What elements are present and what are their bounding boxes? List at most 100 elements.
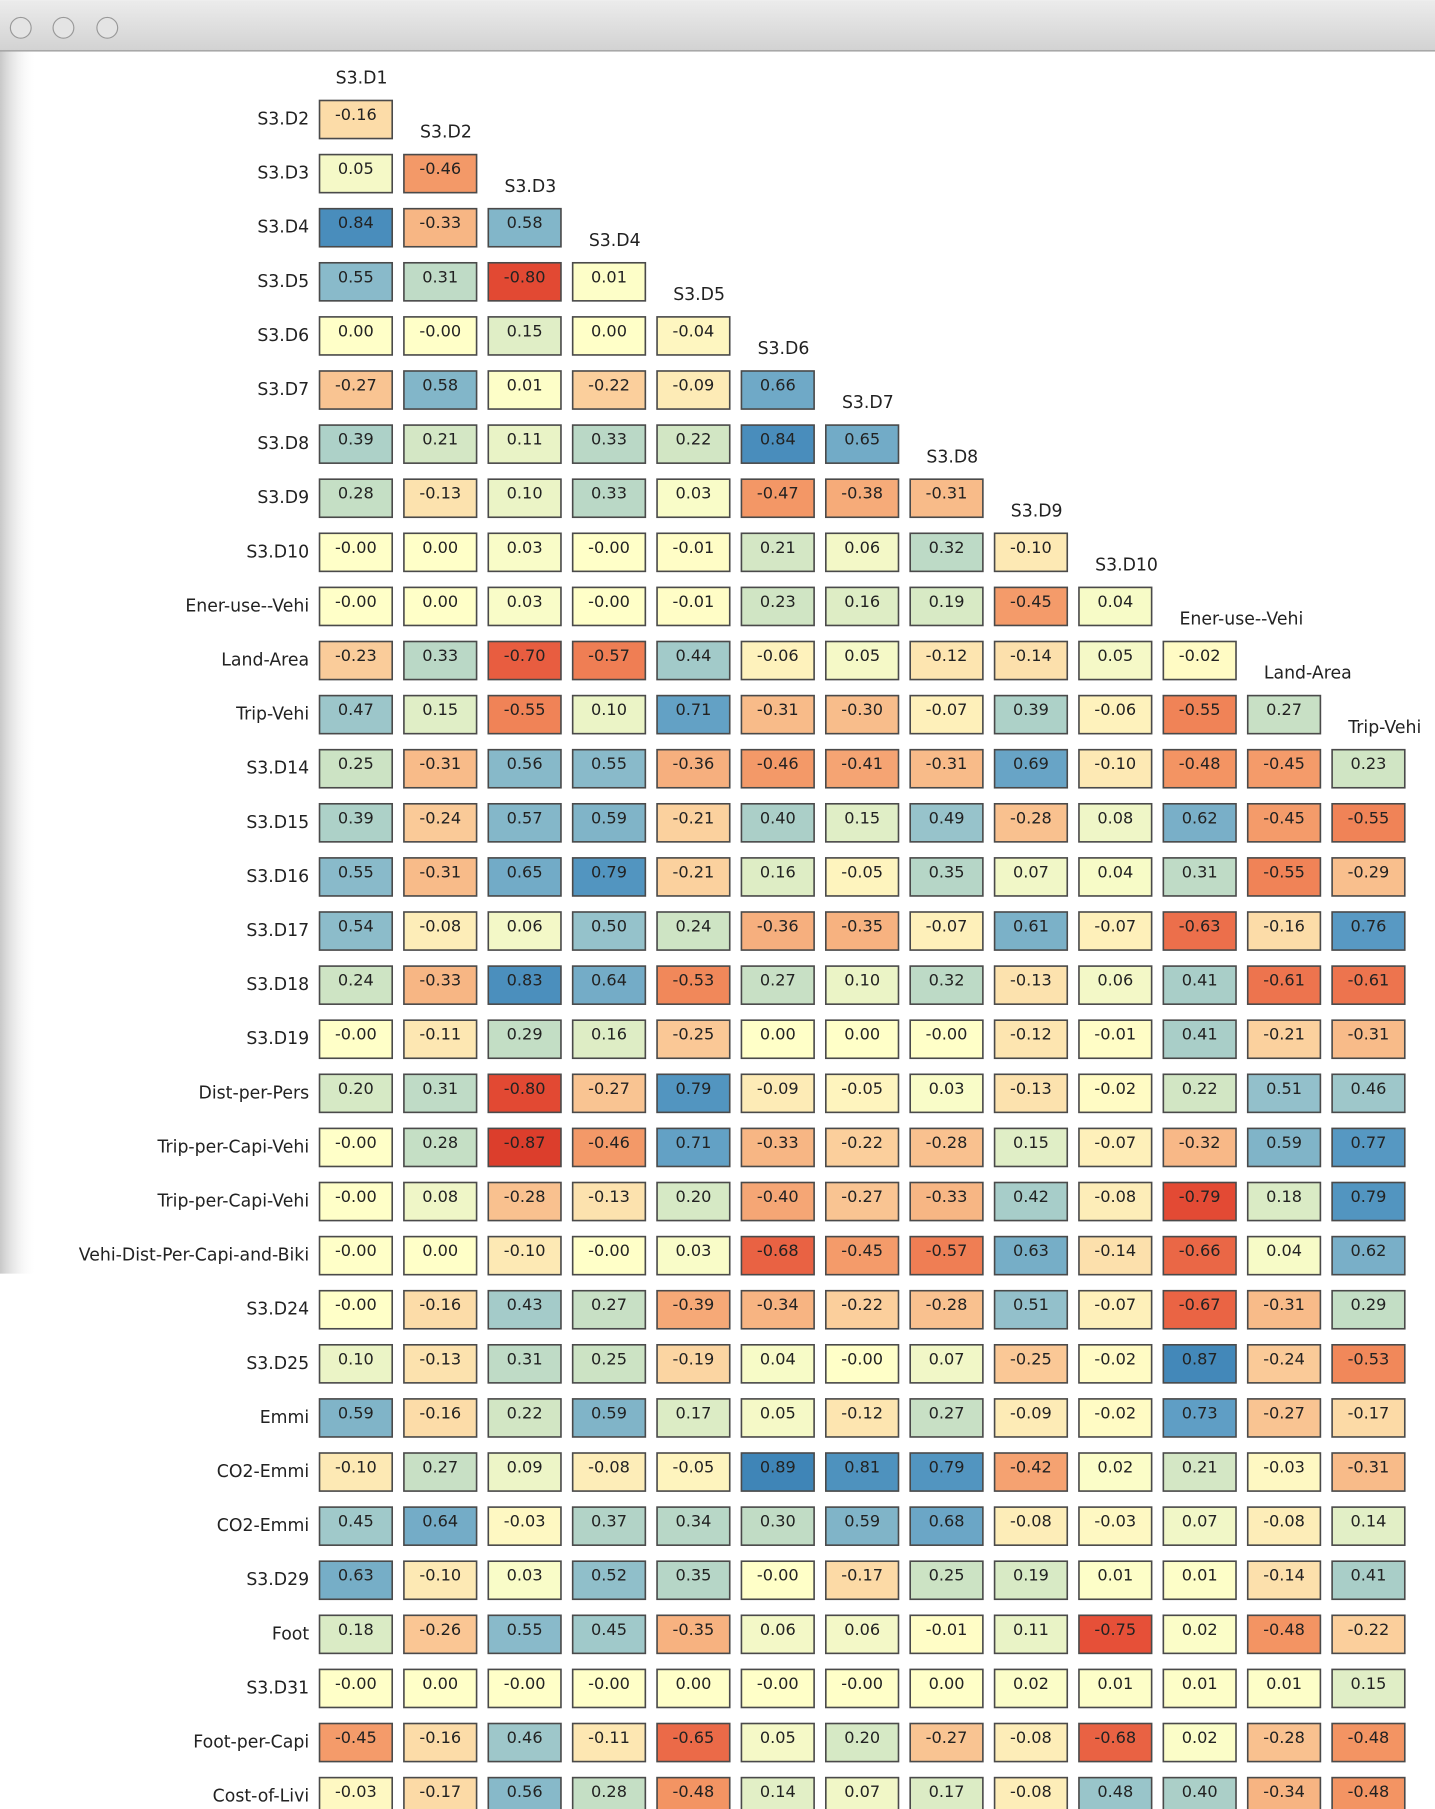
cell-label: -0.21 — [673, 808, 715, 827]
cell-label: 0.59 — [844, 1512, 880, 1531]
cell-label: 0.31 — [422, 1079, 458, 1098]
cell-label: 0.27 — [929, 1403, 965, 1422]
cell-label: -0.45 — [841, 1241, 883, 1260]
cell-label: -0.08 — [588, 1458, 630, 1477]
cell — [487, 261, 562, 302]
cell — [571, 748, 647, 789]
cell-label: 0.01 — [1266, 1674, 1302, 1693]
cell-label: 0.35 — [675, 1566, 711, 1585]
cell — [740, 370, 815, 410]
cell — [1162, 1073, 1237, 1114]
row-label: S3.D5 — [257, 272, 309, 292]
cell-label: 0.61 — [1013, 916, 1049, 935]
minimize-button[interactable] — [52, 16, 75, 39]
cell-label: 0.69 — [1013, 754, 1049, 773]
cell — [1331, 1722, 1406, 1763]
cell-label: 0.06 — [760, 1620, 796, 1639]
cell — [656, 586, 731, 627]
cell — [740, 1127, 815, 1168]
row-label: CO2-Emmi — [217, 1462, 309, 1482]
cell-label: -0.45 — [1263, 808, 1305, 827]
cell-label: 0.16 — [760, 862, 796, 881]
cell — [403, 1506, 478, 1546]
cell — [1162, 1181, 1237, 1222]
cell-label: -0.24 — [419, 808, 461, 827]
cell-label: -0.65 — [673, 1728, 715, 1747]
cell-label: -0.34 — [1263, 1782, 1305, 1801]
cell-label: 0.55 — [507, 1620, 543, 1639]
cell — [403, 911, 478, 951]
cell-label: -0.16 — [1263, 916, 1305, 935]
cell — [825, 911, 900, 951]
cell-label: 0.59 — [1266, 1133, 1302, 1152]
cell-label: 0.07 — [929, 1349, 965, 1368]
cell — [318, 207, 394, 248]
cell — [571, 1614, 647, 1655]
cell-label: -0.29 — [1348, 862, 1390, 881]
cell-label: 0.51 — [1266, 1079, 1302, 1098]
cell — [1078, 1398, 1153, 1438]
cell — [1246, 857, 1322, 897]
cell — [571, 1127, 647, 1168]
cell-label: -0.33 — [757, 1133, 799, 1152]
cell — [993, 748, 1069, 789]
cell — [487, 748, 562, 789]
cell-label: -0.53 — [673, 971, 715, 990]
cell — [318, 965, 394, 1005]
cell-label: -0.05 — [841, 862, 883, 881]
column-label: S3.D9 — [1011, 501, 1063, 521]
cell — [993, 640, 1069, 681]
cell-label: 0.45 — [591, 1620, 627, 1639]
cell-label: 0.03 — [507, 592, 543, 611]
cell — [1331, 965, 1406, 1005]
cell — [318, 1452, 394, 1492]
close-button[interactable] — [9, 16, 32, 39]
cell-label: 0.52 — [591, 1566, 627, 1585]
cell-label: -0.45 — [1010, 592, 1052, 611]
cell — [1078, 911, 1153, 951]
cell-label: 0.20 — [844, 1728, 880, 1747]
correlation-matrix: S3.D1 S3.D2 S3.D3 S3.D4 S3.D5 S3.D6 S3.D7 S3.D8… — [79, 69, 1421, 1809]
cell — [1331, 1343, 1406, 1384]
cell-label: 0.79 — [929, 1458, 965, 1477]
cell-label: 0.73 — [1182, 1403, 1218, 1422]
cell — [318, 1560, 394, 1601]
cell — [487, 370, 562, 410]
cell — [740, 532, 815, 573]
row-label: S3.D16 — [246, 867, 309, 887]
cell — [318, 640, 394, 681]
cell-label: 0.07 — [1182, 1512, 1218, 1531]
cell — [909, 1181, 984, 1222]
cell — [1246, 1776, 1322, 1809]
cell-label: -0.16 — [335, 105, 377, 124]
cell-label: -0.04 — [673, 321, 715, 340]
cell-label: 0.32 — [929, 538, 965, 557]
cell-label: 0.37 — [591, 1512, 627, 1531]
cell — [1246, 1127, 1322, 1168]
cell-label: 0.04 — [1097, 592, 1133, 611]
cell-label: 0.55 — [338, 862, 374, 881]
cell — [1246, 1343, 1322, 1384]
cell-label: -0.45 — [1263, 754, 1305, 773]
cell-label: 0.15 — [1013, 1133, 1049, 1152]
cell — [403, 1614, 478, 1655]
zoom-button[interactable] — [96, 16, 119, 39]
cell — [740, 694, 815, 735]
cell-label: -0.16 — [419, 1728, 461, 1747]
cell — [1246, 1560, 1322, 1601]
cell — [318, 1073, 394, 1114]
cell-label: -0.07 — [926, 700, 968, 719]
cell-label: 0.62 — [1182, 808, 1218, 827]
row-label: S3.D2 — [257, 110, 309, 130]
cell — [403, 1019, 478, 1060]
cell-label: 0.00 — [929, 1674, 965, 1693]
cell-label: -0.16 — [419, 1295, 461, 1314]
cell-label: -0.57 — [588, 646, 630, 665]
cell-label: -0.13 — [1010, 971, 1052, 990]
cell — [487, 911, 562, 951]
cell — [487, 1127, 562, 1168]
cell-label: 0.11 — [1013, 1620, 1049, 1639]
cell — [993, 1181, 1069, 1222]
cell — [571, 1019, 647, 1060]
cell-label: -0.48 — [1348, 1728, 1390, 1747]
